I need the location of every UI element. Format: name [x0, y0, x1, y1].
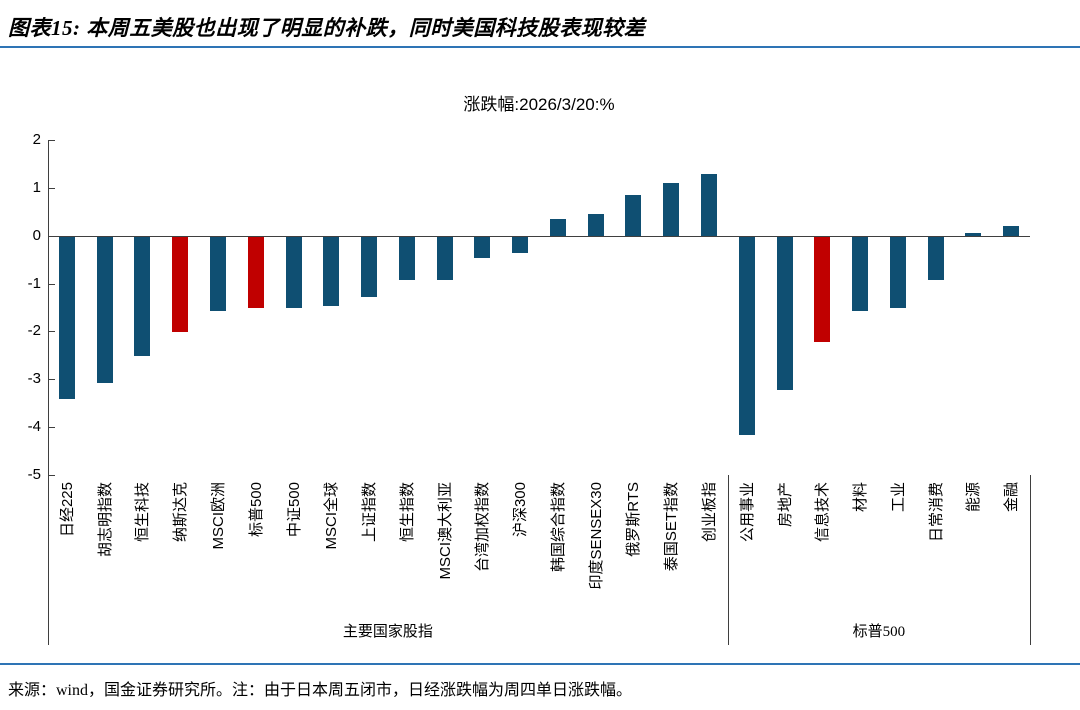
- bar-11: [474, 236, 491, 259]
- x-axis-label-text: 泰国SET指数: [663, 482, 681, 572]
- group-label-1: 标普500: [852, 624, 906, 640]
- title-divider-line: [0, 46, 1080, 48]
- y-axis-tick: [49, 475, 55, 476]
- x-axis-label-text: 上证指数: [361, 482, 379, 543]
- y-axis-tick-label: 2: [32, 131, 41, 148]
- y-axis-tick: [49, 379, 55, 381]
- y-axis-tick: [49, 187, 55, 189]
- bar-14: [587, 214, 604, 236]
- bar-6: [285, 236, 302, 309]
- y-axis-tick-label: -2: [27, 322, 41, 340]
- bar-24: [965, 233, 982, 236]
- x-axis-label-text: 台湾加权指数: [474, 482, 492, 573]
- bar-25: [1003, 226, 1020, 236]
- bar-10: [436, 236, 453, 280]
- x-axis-label-text: 韩国综合指数: [549, 482, 567, 573]
- group-label-0: 主要国家股指: [342, 624, 433, 640]
- y-axis-tick-label: -3: [27, 370, 41, 388]
- x-axis-label-text: 创业板指: [700, 482, 718, 543]
- bar-15: [625, 195, 642, 236]
- y-axis-tick-label: 1: [32, 178, 41, 196]
- x-axis-label-text: MSCI澳大利亚: [436, 482, 454, 580]
- bar-23: [927, 236, 944, 280]
- bar-21: [852, 236, 869, 311]
- x-axis-label-text: 公用事业: [738, 482, 756, 543]
- y-axis-tick-label: -4: [27, 418, 41, 436]
- bar-7: [323, 236, 340, 307]
- x-axis-label-text: 恒生指数: [398, 482, 416, 543]
- source-note: 来源：wind，国金证券研究所。注：由于日本周五闭市，日经涨跌幅为周四单日涨跌幅…: [8, 682, 633, 699]
- x-axis-label-text: 印度SENSEX30: [587, 482, 605, 590]
- y-axis-tick: [49, 331, 55, 333]
- bar-17: [700, 173, 717, 236]
- footer-divider-line: [0, 663, 1080, 665]
- bar-16: [663, 183, 680, 236]
- bar-19: [776, 236, 793, 390]
- y-axis-tick: [49, 427, 55, 429]
- chart-title: 涨跌幅:2026/3/20:%: [463, 95, 615, 114]
- bar-12: [512, 236, 529, 254]
- bar-20: [814, 236, 831, 342]
- zero-axis-line: [48, 235, 1030, 237]
- bar-13: [549, 218, 566, 236]
- x-axis-label-text: 标普500: [247, 482, 265, 538]
- bar-8: [361, 236, 378, 297]
- bar-3: [172, 236, 189, 333]
- x-axis-label-text: 沪深300: [512, 482, 530, 538]
- x-axis-label-text: 信息技术: [814, 482, 832, 543]
- bar-4: [209, 236, 226, 311]
- x-axis-label-text: 能源: [965, 482, 983, 513]
- x-axis-label-text: 俄罗斯RTS: [625, 482, 643, 557]
- bar-9: [398, 236, 415, 280]
- bar-0: [58, 236, 75, 400]
- figure-title: 图表15: 本周五美股也出现了明显的补跌，同时美国科技股表现较差: [8, 16, 646, 40]
- group-separator-line: [1030, 475, 1031, 645]
- x-axis-label-text: 金融: [1003, 482, 1021, 513]
- y-axis-tick-label: -5: [27, 466, 41, 483]
- x-axis-label-text: MSCI全球: [323, 482, 341, 550]
- bar-5: [247, 236, 264, 309]
- x-axis-label-text: 工业: [889, 482, 907, 513]
- bar-18: [738, 236, 755, 436]
- y-axis-tick: [49, 140, 55, 141]
- x-axis-label-text: 日经225: [58, 482, 76, 538]
- x-axis-label-text: 房地产: [776, 482, 794, 528]
- x-axis-label-text: 纳斯达克: [172, 482, 190, 543]
- x-axis-label-text: MSCI欧洲: [209, 482, 227, 550]
- bar-22: [889, 236, 906, 309]
- y-axis-line: [48, 140, 49, 645]
- y-axis-tick-label: 0: [32, 226, 41, 244]
- x-axis-label-text: 日常消费: [927, 482, 945, 543]
- x-axis-label-text: 恒生科技: [134, 482, 152, 543]
- y-axis-tick: [49, 283, 55, 285]
- y-axis-tick-label: -1: [27, 274, 41, 292]
- bar-2: [134, 236, 151, 357]
- group-separator-line: [727, 475, 729, 645]
- x-axis-label-text: 胡志明指数: [96, 482, 114, 558]
- x-axis-label-text: 材料: [852, 482, 870, 513]
- bar-1: [96, 236, 113, 383]
- x-axis-label-text: 中证500: [285, 482, 303, 538]
